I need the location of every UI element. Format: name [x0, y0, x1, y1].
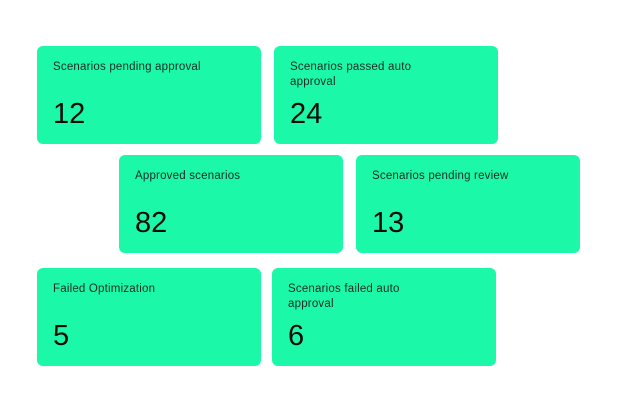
card-label: Scenarios pending approval [53, 61, 201, 73]
card-scenarios-failed-auto-approval[interactable]: Scenarios failed auto approval 6 [272, 268, 496, 366]
card-value: 5 [53, 320, 70, 352]
card-label: Scenarios failed auto approval [288, 283, 400, 310]
card-failed-optimization[interactable]: Failed Optimization 5 [37, 268, 261, 366]
card-scenarios-pending-approval[interactable]: Scenarios pending approval 12 [37, 46, 261, 144]
card-value: 12 [53, 98, 86, 130]
card-label: Approved scenarios [135, 170, 241, 182]
card-value: 13 [372, 207, 405, 239]
card-value: 6 [288, 320, 305, 352]
card-approved-scenarios[interactable]: Approved scenarios 82 [119, 155, 343, 253]
card-value: 24 [290, 98, 323, 130]
card-scenarios-pending-review[interactable]: Scenarios pending review 13 [356, 155, 580, 253]
card-value: 82 [135, 207, 168, 239]
card-label: Scenarios passed auto approval [290, 61, 412, 88]
card-label: Scenarios pending review [372, 170, 509, 182]
card-scenarios-passed-auto-approval[interactable]: Scenarios passed auto approval 24 [274, 46, 498, 144]
card-label: Failed Optimization [53, 283, 156, 295]
